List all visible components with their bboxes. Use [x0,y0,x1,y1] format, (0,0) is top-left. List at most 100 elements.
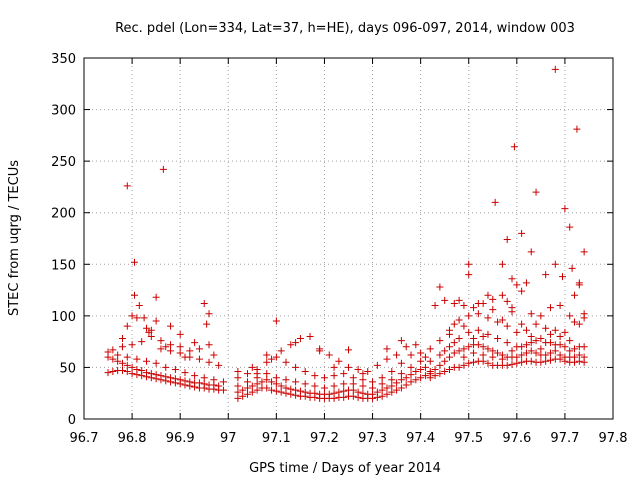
y-tick-label: 350 [51,52,76,67]
data-point [152,359,160,367]
data-point [195,355,203,363]
data-point [118,359,126,367]
data-point [537,335,545,343]
data-point [546,356,554,364]
data-point [330,372,338,380]
data-point [248,388,256,396]
data-point [397,384,405,392]
data-point [138,367,146,375]
data-point [292,378,300,386]
data-point [244,384,252,392]
data-point [349,380,357,388]
data-point [349,374,357,382]
data-point [354,388,362,396]
data-point [491,198,499,206]
data-point [118,367,126,375]
data-point [157,372,165,380]
data-point [426,374,434,382]
data-point [465,359,473,367]
data-point [349,392,357,400]
data-point [143,357,151,365]
data-point [460,322,468,330]
data-point [123,361,131,369]
data-point [292,363,300,371]
data-point [465,260,473,268]
data-point [508,275,516,283]
data-point [203,320,211,328]
data-point [104,369,112,377]
data-point [460,345,468,353]
y-tick-label: 50 [59,361,76,376]
y-tick-label: 0 [68,413,76,428]
data-point [263,376,271,384]
data-point [470,349,478,357]
y-tick-label: 100 [51,310,76,325]
data-point [470,304,478,312]
data-point [465,328,473,336]
data-point [412,368,420,376]
data-point [130,258,138,266]
data-point [272,374,280,382]
data-point [441,347,449,355]
data-point [513,353,521,361]
data-point [503,339,511,347]
data-point [325,351,333,359]
data-point [498,355,506,363]
data-point [580,248,588,256]
data-point [143,324,151,332]
data-point [383,355,391,363]
data-point [186,347,194,355]
data-point [104,348,112,356]
y-tick-label: 200 [51,207,76,222]
data-point [181,353,189,361]
data-point [195,345,203,353]
data-point [489,295,497,303]
data-point [234,394,242,402]
data-point [123,368,131,376]
data-point [436,283,444,291]
data-point [306,332,314,340]
data-point [484,359,492,367]
data-point [518,229,526,237]
data-point [532,188,540,196]
data-point [191,339,199,347]
data-point [489,347,497,355]
data-point [575,279,583,287]
data-point [397,337,405,345]
y-tick-label: 300 [51,104,76,119]
x-axis-label: GPS time / Days of year 2014 [249,461,441,476]
data-point [546,339,554,347]
x-tick-label: 96.9 [166,431,195,446]
data-point [330,389,338,397]
data-point [551,260,559,268]
data-point [508,360,516,368]
data-point [330,363,338,371]
data-point [157,337,165,345]
data-point [513,359,521,367]
x-tick-label: 97.6 [502,431,531,446]
data-point [244,378,252,386]
data-point [518,343,526,351]
data-point [518,320,526,328]
data-point [498,316,506,324]
data-point [494,349,502,357]
data-point [123,182,131,190]
data-point [479,357,487,365]
data-point [215,382,223,390]
x-tick-label: 97.8 [599,431,628,446]
data-point [546,304,554,312]
data-point [489,353,497,361]
data-point [508,308,516,316]
data-point [162,373,170,381]
data-point [436,351,444,359]
data-point [407,371,415,379]
data-point [465,312,473,320]
data-point [431,365,439,373]
data-point [234,382,242,390]
data-point [109,368,117,376]
x-tick-label: 97.3 [358,431,387,446]
data-point [421,353,429,361]
data-point [159,165,167,173]
data-point [551,347,559,355]
data-point [167,347,175,355]
